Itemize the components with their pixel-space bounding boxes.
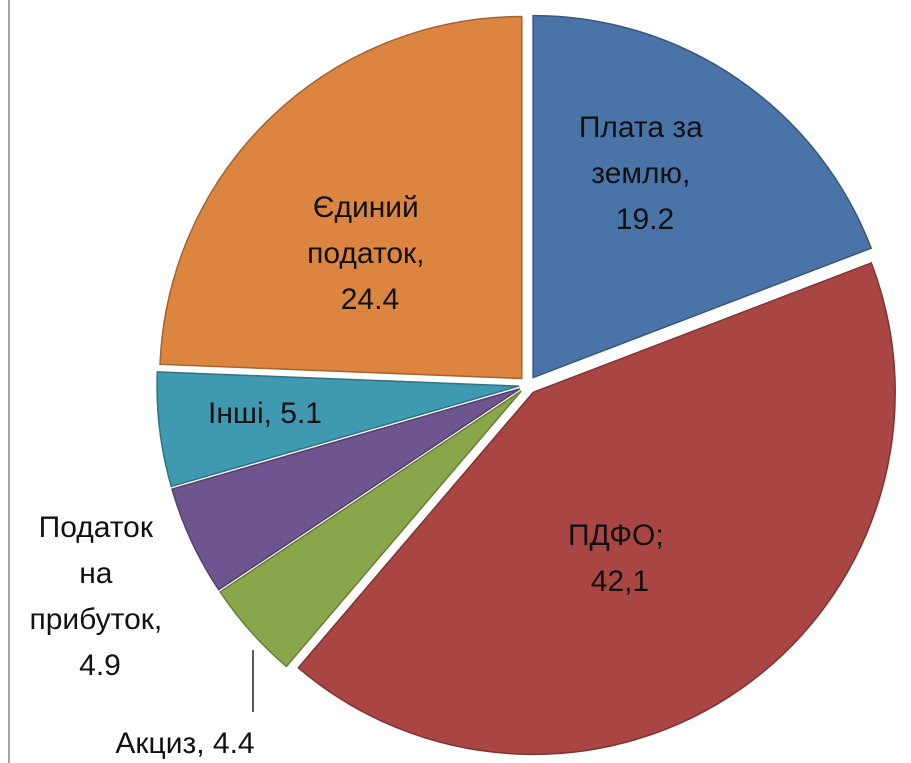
data-label-line: ПДФО; (568, 519, 672, 552)
data-label-line: Акциз, 4.4 (115, 727, 254, 760)
data-label-line: Інші, 5.1 (208, 397, 322, 430)
pie-slice (159, 15, 523, 380)
data-label: Інші, 5.1 (208, 397, 322, 430)
data-label: Податок на прибуток, 4.9 (29, 511, 170, 682)
data-label-line: 4.9 (79, 649, 121, 682)
data-label-line: на (79, 557, 121, 590)
data-label-line: 24.4 (341, 283, 399, 316)
data-label-line: прибуток, (29, 603, 170, 636)
pie-slice (156, 371, 520, 488)
pie-slice (219, 390, 522, 668)
pie-slice (171, 388, 521, 591)
data-label-line: Єдиний (313, 191, 427, 224)
data-label-line: 42,1 (591, 565, 649, 598)
data-label-line: землю, (591, 157, 698, 190)
data-label-line: Плата за (579, 111, 711, 144)
data-label: Єдиний податок, 24.4 (307, 191, 433, 316)
data-label-line: податок, (307, 237, 433, 270)
data-label-line: Податок (39, 511, 162, 544)
data-label: Плата за землю, 19.2 (579, 111, 711, 236)
data-label-line: 19.2 (616, 203, 674, 236)
pie-slice (297, 261, 896, 756)
data-label: ПДФО; 42,1 (568, 519, 672, 598)
pie-slice (532, 14, 873, 379)
data-label: Акциз, 4.4 (115, 727, 254, 760)
